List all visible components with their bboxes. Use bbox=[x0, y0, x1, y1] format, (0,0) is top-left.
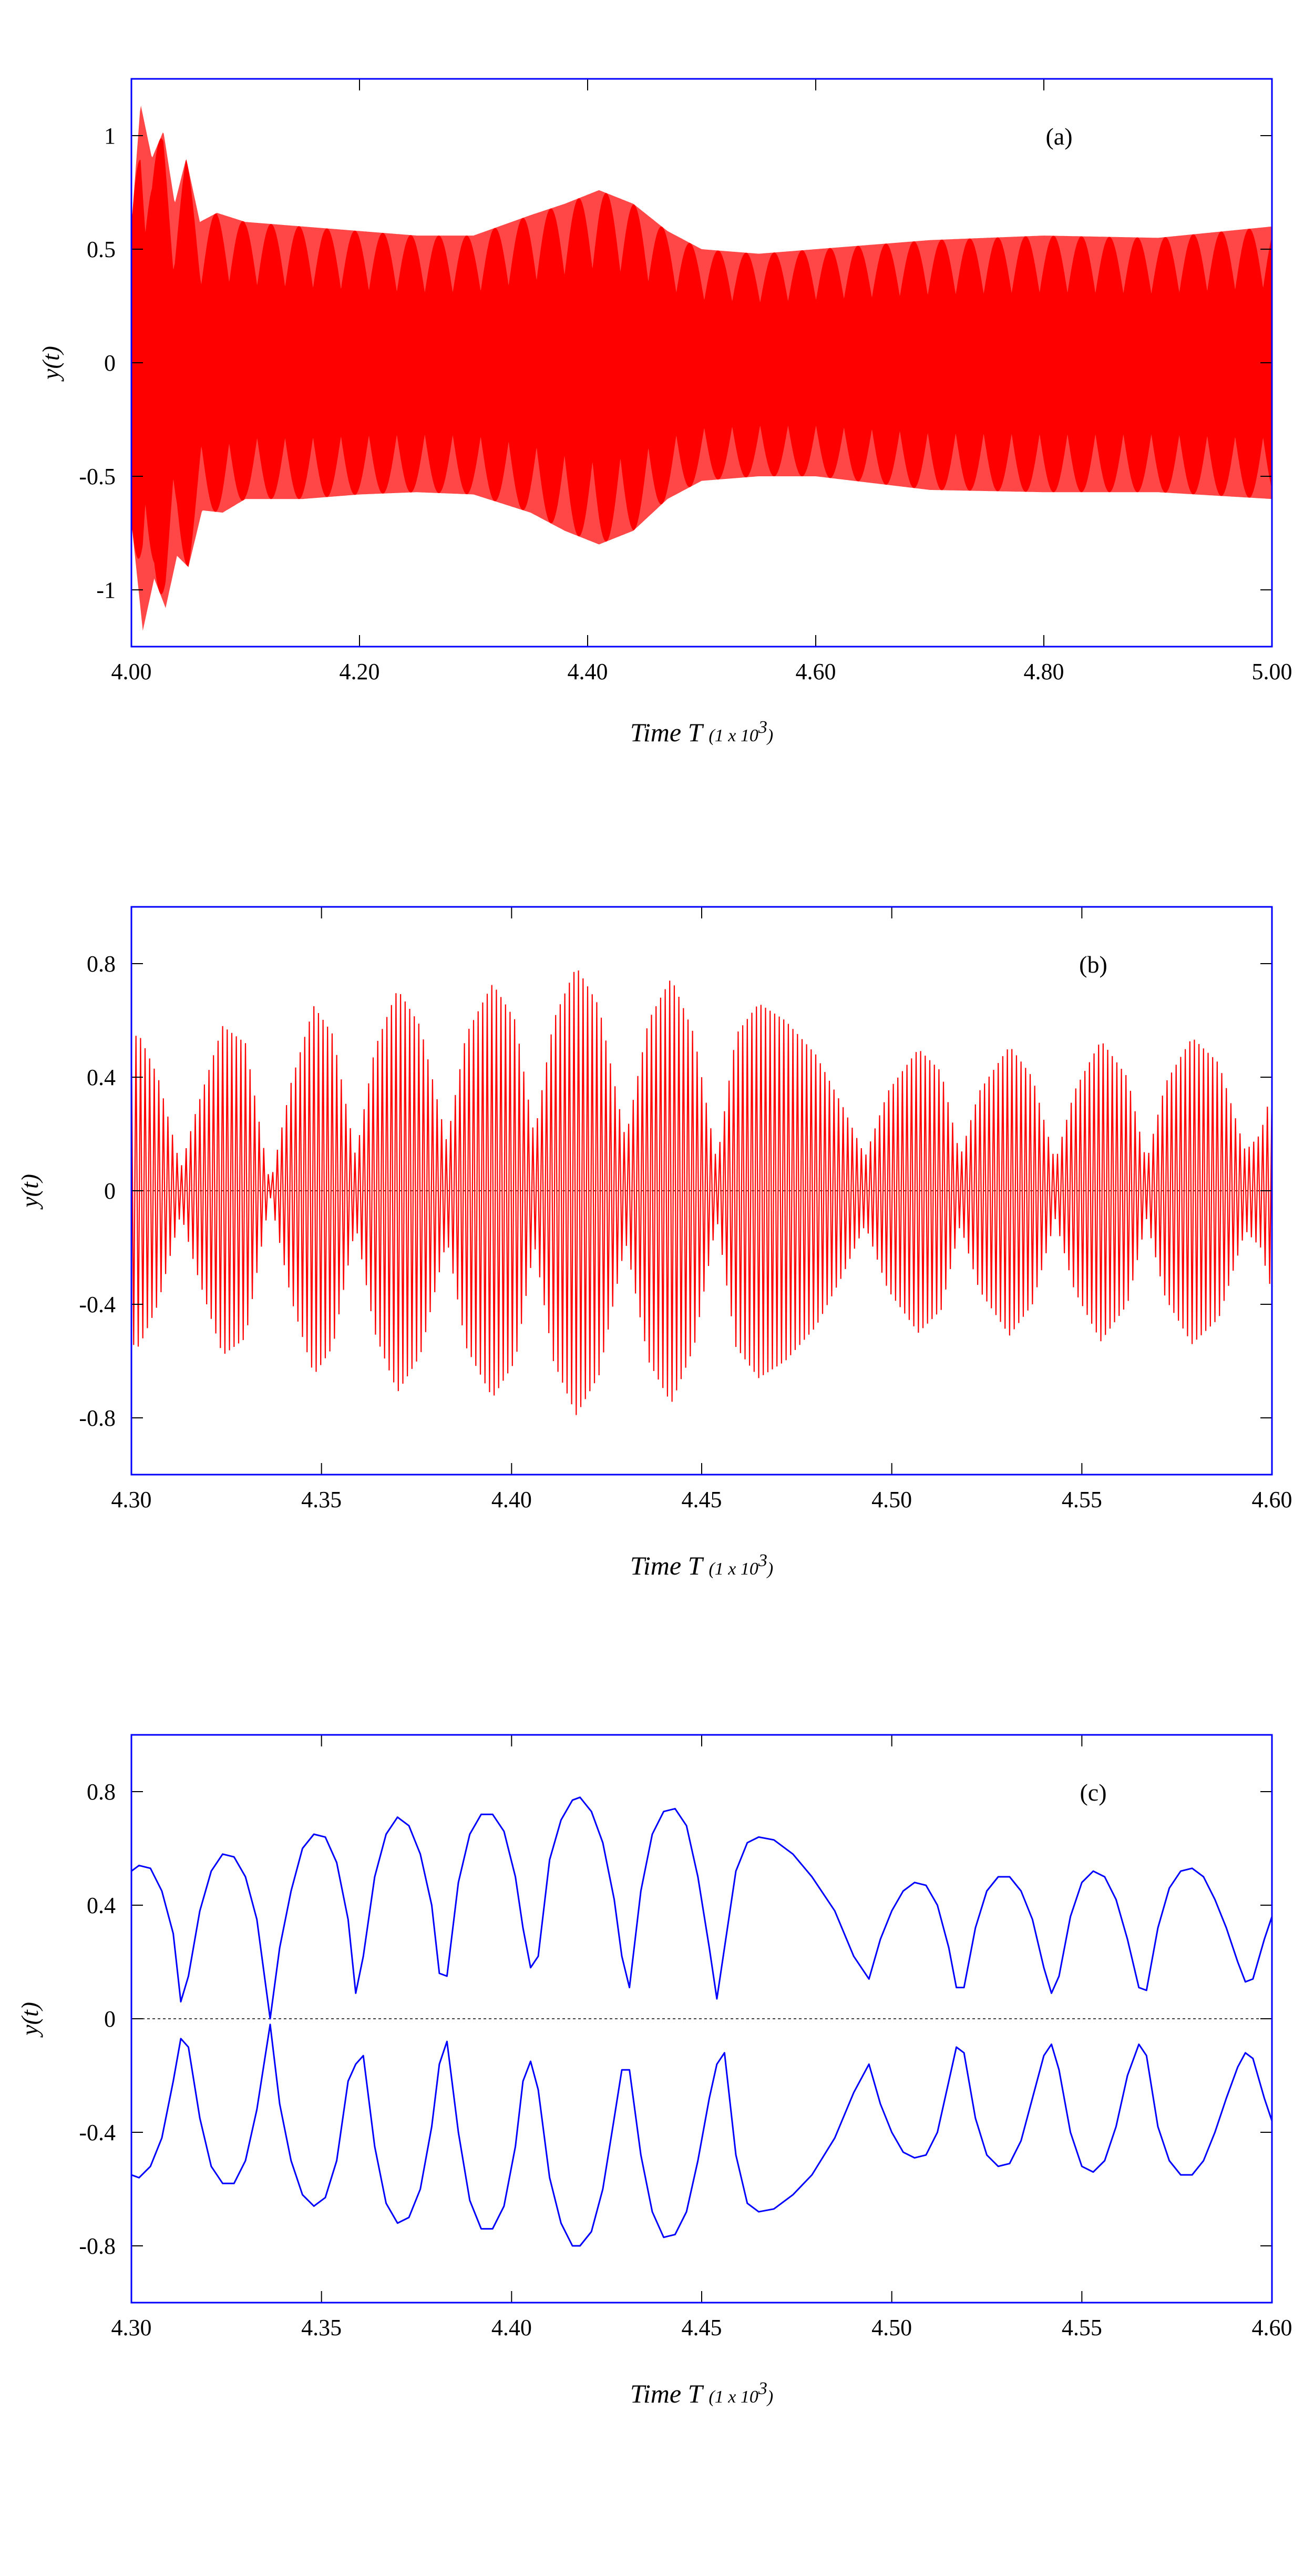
panel-b-x-tick-label: 4.55 bbox=[1062, 1487, 1102, 1512]
panel-a-frame bbox=[130, 78, 1273, 648]
panel-c-x-axis-title-main: Time T bbox=[630, 2379, 704, 2408]
panel-c-y-axis-title: y(t) bbox=[16, 2002, 43, 2038]
panel-a-x-axis-title-close: ) bbox=[766, 726, 773, 745]
panel-b-x-axis-title: Time T (1 x 103) bbox=[630, 1551, 773, 1580]
panel-b-y-tick-label: -0.8 bbox=[79, 1405, 116, 1431]
panel-a-label: (a) bbox=[1045, 123, 1072, 150]
panel-c-x-tick-label: 4.60 bbox=[1252, 2315, 1292, 2340]
panel-a-x-tick-label: 4.00 bbox=[111, 659, 152, 684]
panel-c-label: (c) bbox=[1080, 1779, 1106, 1806]
panel-a-y-tick-label: -1 bbox=[96, 577, 116, 603]
panel-a-y-tick-label: -0.5 bbox=[79, 464, 116, 489]
panel-a-ticks: 4.00 4.20 4.40 4.60 4.80 5.00 1 0.5 0 -0.5 -1 bbox=[79, 79, 1292, 684]
panel-c-frame bbox=[130, 1734, 1273, 2304]
panel-c-x-axis-title-close: ) bbox=[766, 2387, 773, 2407]
panel-a-y-tick-label: 0.5 bbox=[87, 237, 116, 262]
panel-c-series-lower-line bbox=[131, 2023, 1273, 2247]
panel-b-ticks: 4.30 4.35 4.40 4.45 4.50 4.55 4.60 0.8 0.4 0 -0.4 -… bbox=[79, 907, 1292, 1512]
panel-b-y-axis-title: y(t) bbox=[16, 1174, 43, 1210]
panel-c-x-tick-label: 4.40 bbox=[491, 2315, 532, 2340]
panel-b-y-tick-label: 0.8 bbox=[87, 951, 116, 977]
panel-a-x-axis-title-unit: (1 x 10 bbox=[709, 726, 758, 745]
panel-c: 4.30 4.35 4.40 4.45 4.50 4.55 4.60 0.8 0.4 0 -0.4 -… bbox=[16, 1734, 1292, 2408]
panel-a-plot-area bbox=[131, 106, 1272, 631]
panel-a-x-tick-label: 4.40 bbox=[568, 659, 608, 684]
panel-c-y-tick-label: 0.4 bbox=[87, 1893, 116, 1918]
panel-c-plot-area bbox=[131, 1796, 1273, 2247]
panel-c-x-tick-label: 4.35 bbox=[301, 2315, 342, 2340]
panel-b-x-tick-label: 4.30 bbox=[111, 1487, 152, 1512]
panel-b-x-tick-label: 4.45 bbox=[682, 1487, 722, 1512]
panel-b-x-tick-label: 4.35 bbox=[301, 1487, 342, 1512]
panel-b-x-axis-title-unit: (1 x 10 bbox=[709, 1559, 758, 1579]
panel-b-frame bbox=[130, 906, 1273, 1476]
panel-a-x-axis-title-main: Time T bbox=[630, 718, 704, 747]
panel-b: 4.30 4.35 4.40 4.45 4.50 4.55 4.60 0.8 0.4 0 -0.4 -… bbox=[16, 906, 1292, 1580]
panel-a-y-tick-label: 0 bbox=[104, 350, 116, 376]
panel-a-x-tick-label: 5.00 bbox=[1252, 659, 1292, 684]
panel-b-x-axis-title-close: ) bbox=[766, 1559, 773, 1579]
panel-a-series-core bbox=[131, 138, 1272, 595]
panel-c-y-tick-label: 0.8 bbox=[87, 1779, 116, 1805]
panel-c-x-tick-label: 4.45 bbox=[682, 2315, 722, 2340]
panel-c-x-axis-title-unit: (1 x 10 bbox=[709, 2387, 758, 2407]
panel-a-x-axis-title-exp: 3 bbox=[758, 718, 767, 737]
panel-c-ticks: 4.30 4.35 4.40 4.45 4.50 4.55 4.60 0.8 0.4 0 -0.4 -… bbox=[79, 1735, 1292, 2340]
panel-b-plot-area bbox=[130, 970, 1273, 1415]
panel-a-x-tick-label: 4.20 bbox=[340, 659, 380, 684]
panel-c-y-tick-label: 0 bbox=[104, 2006, 116, 2032]
panel-b-x-tick-label: 4.40 bbox=[491, 1487, 532, 1512]
panel-c-x-tick-label: 4.50 bbox=[871, 2315, 912, 2340]
panel-a-y-axis-title: y(t) bbox=[37, 346, 64, 382]
panel-b-y-tick-label: 0.4 bbox=[87, 1065, 116, 1090]
panel-c-y-tick-label: -0.4 bbox=[79, 2120, 116, 2145]
panel-c-series-upper-line bbox=[131, 1796, 1273, 2020]
panel-a-x-tick-label: 4.80 bbox=[1024, 659, 1064, 684]
panel-c-y-tick-label: -0.8 bbox=[79, 2233, 116, 2259]
panel-b-series-line bbox=[130, 970, 1273, 1415]
panel-c-x-axis-title-exp: 3 bbox=[758, 2379, 767, 2398]
panel-c-x-tick-label: 4.30 bbox=[111, 2315, 152, 2340]
panel-b-y-tick-label: 0 bbox=[104, 1178, 116, 1204]
panel-c-x-axis-title: Time T (1 x 103) bbox=[630, 2379, 773, 2408]
panel-a-x-tick-label: 4.60 bbox=[796, 659, 836, 684]
panel-b-x-tick-label: 4.60 bbox=[1252, 1487, 1292, 1512]
panel-b-x-axis-title-main: Time T bbox=[630, 1551, 704, 1580]
panel-c-x-tick-label: 4.55 bbox=[1062, 2315, 1102, 2340]
panel-a-x-axis-title: Time T (1 x 103) bbox=[630, 718, 773, 747]
panel-b-x-tick-label: 4.50 bbox=[871, 1487, 912, 1512]
panel-b-label: (b) bbox=[1079, 951, 1107, 978]
panel-a-y-tick-label: 1 bbox=[104, 123, 116, 149]
panel-b-y-tick-label: -0.4 bbox=[79, 1292, 116, 1317]
panel-b-x-axis-title-exp: 3 bbox=[758, 1551, 767, 1570]
